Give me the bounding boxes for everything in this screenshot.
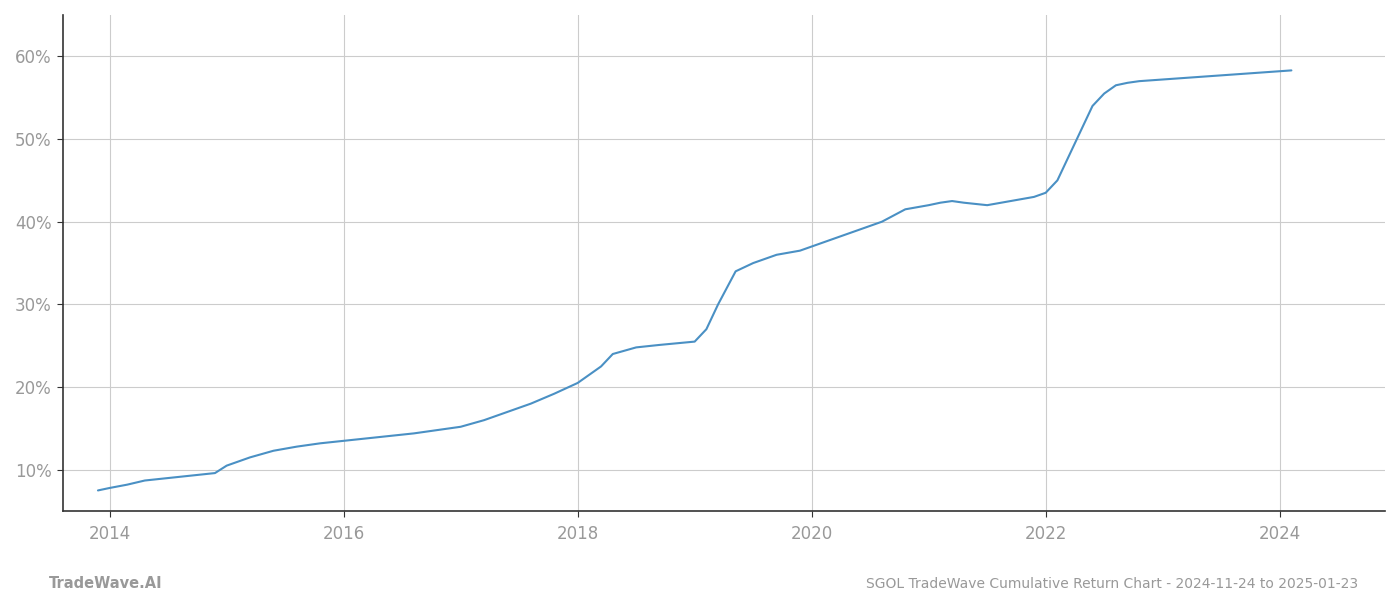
Text: SGOL TradeWave Cumulative Return Chart - 2024-11-24 to 2025-01-23: SGOL TradeWave Cumulative Return Chart -… <box>865 577 1358 591</box>
Text: TradeWave.AI: TradeWave.AI <box>49 576 162 591</box>
